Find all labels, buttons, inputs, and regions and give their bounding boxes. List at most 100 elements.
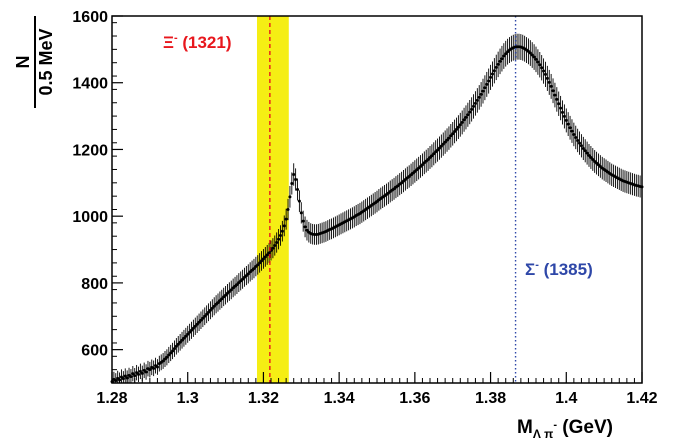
data-point: [290, 172, 294, 195]
data-point: [220, 289, 224, 309]
point-marker: [201, 316, 205, 320]
data-point: [547, 69, 551, 95]
data-point: [536, 49, 540, 75]
point-marker: [161, 359, 165, 363]
data-point: [178, 333, 182, 351]
data-point: [367, 196, 371, 218]
data-point: [263, 246, 267, 267]
data-point: [152, 360, 156, 377]
data-point: [237, 273, 241, 293]
point-marker: [430, 154, 434, 158]
point-marker: [545, 76, 549, 80]
point-marker: [294, 177, 298, 181]
data-point: [371, 193, 375, 215]
data-point: [129, 369, 133, 383]
point-marker: [140, 371, 144, 375]
point-marker: [494, 65, 498, 69]
data-point: [595, 151, 599, 175]
data-point: [176, 336, 180, 353]
data-point: [180, 331, 184, 349]
x-tick-label: 1.38: [475, 390, 506, 407]
data-point: [360, 201, 364, 223]
point-marker: [572, 132, 576, 136]
data-point: [585, 141, 589, 165]
data-point: [163, 350, 167, 367]
point-marker: [167, 353, 171, 357]
data-point: [243, 267, 246, 287]
data-point: [225, 283, 229, 303]
point-marker: [455, 127, 458, 131]
data-point: [508, 37, 511, 63]
y-tick-label: 1600: [72, 9, 108, 26]
point-marker: [265, 253, 269, 257]
annotation-xi-text: (1321): [178, 33, 232, 52]
data-point: [216, 293, 220, 312]
point-marker: [487, 79, 491, 83]
data-point: [562, 104, 566, 129]
data-point: [172, 340, 176, 357]
data-point: [574, 125, 578, 150]
data-point: [483, 75, 487, 101]
data-point: [256, 255, 260, 275]
point-marker: [184, 334, 188, 338]
data-point: [292, 163, 296, 186]
point-marker: [555, 97, 559, 101]
data-point: [561, 100, 564, 125]
data-point: [424, 149, 428, 173]
data-point: [464, 105, 468, 130]
data-point: [604, 159, 608, 183]
point-marker: [301, 219, 305, 223]
data-point: [222, 287, 226, 307]
x-tick-label: 1.36: [399, 390, 430, 407]
data-point: [447, 126, 451, 150]
data-point: [277, 229, 281, 250]
data-point: [587, 143, 591, 167]
data-point: [475, 88, 479, 113]
point-marker: [303, 225, 307, 229]
point-marker: [131, 372, 135, 376]
annotation-sigma-sup: -: [535, 259, 539, 271]
point-marker: [559, 106, 563, 110]
data-point: [598, 155, 602, 178]
data-point: [534, 46, 538, 73]
data-point: [555, 87, 559, 112]
data-point: [362, 200, 366, 222]
data-point: [500, 45, 504, 72]
point-marker: [543, 72, 547, 76]
data-point: [358, 202, 362, 225]
x-tick-label: 1.28: [96, 390, 127, 407]
x-axis-label-sub: Λ π: [533, 427, 554, 441]
data-point: [131, 365, 135, 382]
data-point: [195, 315, 199, 333]
point-marker: [286, 208, 290, 212]
point-marker: [432, 152, 436, 156]
highlight-band: [256, 16, 289, 383]
data-point: [114, 373, 118, 383]
annotation-sigma-symbol: Σ: [525, 260, 535, 279]
data-point: [496, 51, 500, 78]
data-point: [364, 198, 368, 221]
annotation-xi-sup: -: [174, 32, 178, 44]
y-tick-label: 600: [81, 343, 108, 360]
data-point: [296, 178, 299, 201]
data-point: [472, 94, 476, 119]
point-marker: [464, 115, 468, 119]
point-marker: [498, 59, 502, 63]
point-marker: [500, 57, 504, 61]
point-marker: [256, 263, 260, 267]
data-point: [502, 43, 506, 69]
data-point: [455, 117, 458, 142]
point-marker: [458, 123, 462, 127]
data-point: [526, 38, 530, 65]
point-marker: [447, 136, 451, 140]
data-point: [246, 264, 250, 284]
data-point: [377, 189, 381, 211]
data-point: [602, 158, 606, 181]
point-marker: [203, 314, 207, 318]
point-marker: [144, 370, 148, 374]
point-marker: [258, 261, 262, 265]
point-marker: [199, 318, 203, 322]
data-point: [352, 206, 356, 228]
data-point: [572, 122, 576, 147]
point-marker: [197, 320, 201, 324]
